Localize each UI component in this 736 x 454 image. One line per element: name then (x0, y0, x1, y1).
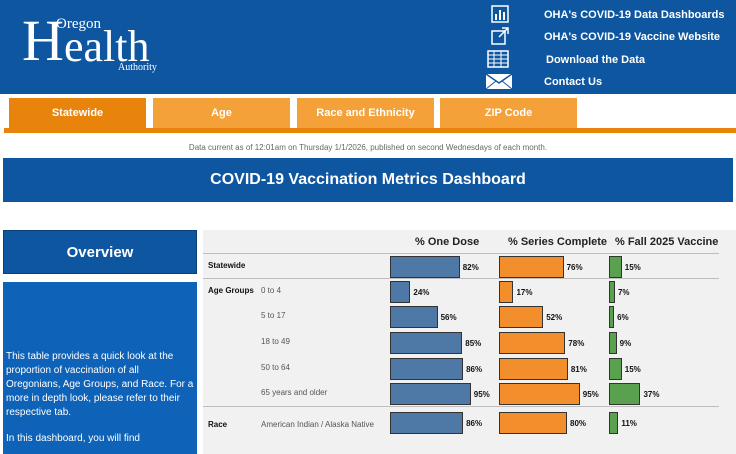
column-header-one-dose: % One Dose (415, 236, 480, 248)
bar-one-dose[interactable] (390, 412, 464, 434)
header-bar: H Oregon ealth Authority OHA's COVID-19 … (0, 0, 736, 94)
tab-bar: Statewide Age Race and Ethnicity ZIP Cod… (0, 98, 736, 134)
link-vaccine-website[interactable]: OHA's COVID-19 Vaccine Website (544, 31, 721, 43)
tab-underline (4, 128, 736, 133)
bar-fall-vaccine[interactable] (609, 412, 619, 434)
bar-series-complete[interactable] (499, 383, 580, 405)
bar-fall-vaccine[interactable] (609, 281, 615, 303)
tab-race-ethnicity[interactable]: Race and Ethnicity (297, 98, 434, 128)
logo-oregon: Oregon (56, 16, 101, 32)
value-label-fall-vaccine: 7% (617, 288, 630, 297)
bar-chart-icon[interactable] (489, 5, 511, 23)
overview-text: This table provides a quick look at the … (3, 282, 197, 454)
value-label-fall-vaccine: 15% (624, 263, 641, 272)
value-label-series-complete: 76% (566, 263, 583, 272)
value-label-series-complete: 81% (570, 365, 587, 374)
value-label-one-dose: 24% (413, 288, 430, 297)
bar-fall-vaccine[interactable] (609, 256, 622, 278)
bar-fall-vaccine[interactable] (609, 383, 641, 405)
dashboard-title-banner: COVID-19 Vaccination Metrics Dashboard (3, 158, 733, 202)
external-link-icon[interactable] (489, 27, 511, 45)
link-download-data[interactable]: Download the Data (546, 54, 646, 66)
value-label-fall-vaccine: 6% (617, 313, 629, 322)
value-label-one-dose: 86% (466, 419, 483, 428)
group-label-statewide: Statewide (208, 261, 246, 270)
link-data-dashboards[interactable]: OHA's COVID-19 Data Dashboards (544, 9, 725, 21)
bar-series-complete[interactable] (499, 306, 544, 328)
overview-paragraph: In this dashboard, you will find (6, 433, 140, 444)
envelope-icon[interactable] (485, 72, 513, 90)
row-label-18-49: 18 to 49 (261, 337, 290, 346)
value-label-fall-vaccine: 9% (619, 339, 632, 348)
value-label-series-complete: 78% (568, 339, 585, 348)
bar-fall-vaccine[interactable] (609, 306, 615, 328)
value-label-fall-vaccine: 15% (624, 365, 641, 374)
bar-series-complete[interactable] (499, 281, 514, 303)
bar-fall-vaccine[interactable] (609, 332, 617, 354)
value-label-one-dose: 85% (465, 339, 482, 348)
value-label-one-dose: 82% (462, 263, 479, 272)
row-label-aian: American Indian / Alaska Native (261, 420, 374, 429)
row-divider (203, 278, 719, 279)
row-label-0-4: 0 to 4 (261, 286, 282, 295)
row-label-65-plus: 65 years and older (261, 388, 328, 397)
column-header-series-complete: % Series Complete (508, 236, 608, 248)
bar-series-complete[interactable] (499, 412, 567, 434)
column-header-fall-vaccine: % Fall 2025 Vaccine (615, 236, 719, 248)
logo-authority: Authority (118, 62, 157, 73)
bar-one-dose[interactable] (390, 332, 463, 354)
value-label-one-dose: 95% (473, 390, 490, 399)
tab-zip-code[interactable]: ZIP Code (440, 98, 577, 128)
vaccination-metrics-table: % One Dose % Series Complete % Fall 2025… (203, 230, 736, 454)
bar-one-dose[interactable] (390, 281, 411, 303)
bar-one-dose[interactable] (390, 358, 464, 380)
value-label-series-complete: 52% (546, 313, 563, 322)
value-label-fall-vaccine: 11% (621, 419, 637, 428)
bar-series-complete[interactable] (499, 332, 566, 354)
value-label-series-complete: 17% (516, 288, 533, 297)
value-label-series-complete: 80% (570, 419, 587, 428)
bar-one-dose[interactable] (390, 383, 471, 405)
bar-series-complete[interactable] (499, 256, 564, 278)
tab-age[interactable]: Age (153, 98, 290, 128)
table-icon[interactable] (487, 50, 509, 68)
bar-fall-vaccine[interactable] (609, 358, 622, 380)
value-label-one-dose: 56% (440, 313, 457, 322)
value-label-fall-vaccine: 37% (643, 390, 660, 399)
bar-one-dose[interactable] (390, 306, 438, 328)
overview-paragraph: This table provides a quick look at the … (6, 351, 194, 418)
value-label-one-dose: 86% (466, 365, 483, 374)
overview-title: Overview (3, 230, 197, 274)
tab-statewide[interactable]: Statewide (9, 98, 146, 128)
header-divider (203, 253, 719, 254)
row-divider (203, 406, 719, 407)
bar-series-complete[interactable] (499, 358, 568, 380)
logo-h: H (22, 8, 64, 73)
link-contact-us[interactable]: Contact Us (544, 76, 603, 88)
bar-one-dose[interactable] (390, 256, 460, 278)
logo-ealth: ealth (64, 22, 150, 71)
row-label-5-17: 5 to 17 (261, 311, 286, 320)
group-label-age-groups: Age Groups (208, 286, 254, 295)
value-label-series-complete: 95% (582, 390, 599, 399)
data-currency-note: Data current as of 12:01am on Thursday 1… (188, 143, 548, 152)
row-label-50-64: 50 to 64 (261, 363, 290, 372)
group-label-race: Race (208, 420, 228, 429)
